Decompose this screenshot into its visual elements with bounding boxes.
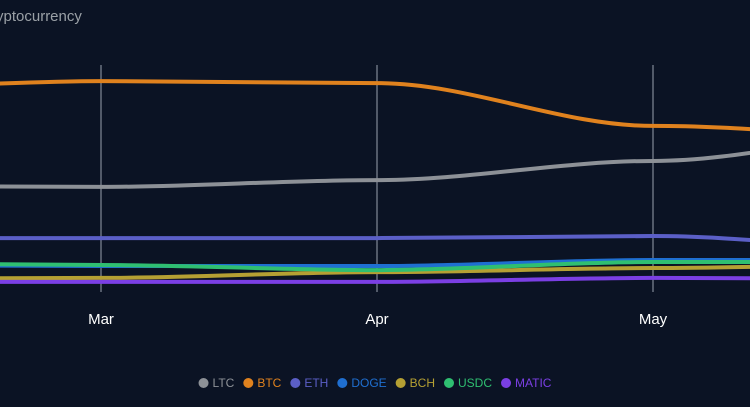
series-line <box>0 234 750 242</box>
x-tick-label: Apr <box>365 311 388 328</box>
legend-marker <box>501 378 512 388</box>
legend-marker <box>444 378 454 388</box>
x-tick-label: Mar <box>88 311 114 328</box>
legend: LTC BTC ETH DOGE BCH USDC MATIC <box>198 376 552 390</box>
legend-marker <box>243 378 254 388</box>
series-line <box>0 150 750 189</box>
legend-marker <box>198 378 209 388</box>
series-line <box>0 260 750 273</box>
series-line <box>0 264 750 281</box>
legend-label: ETH <box>304 376 328 390</box>
legend-marker <box>337 378 348 388</box>
legend-marker <box>290 378 301 388</box>
series-line <box>0 275 750 284</box>
legend-label: BTC <box>257 376 281 390</box>
series-line <box>0 79 750 132</box>
legend-label: DOGE <box>351 376 386 390</box>
legend-label: MATIC <box>515 376 552 390</box>
legend-label: BCH <box>410 376 435 390</box>
x-tick-label: May <box>639 311 668 328</box>
legend-marker <box>395 378 406 388</box>
legend-label: LTC <box>213 376 235 390</box>
legend-label: USDC <box>458 376 492 390</box>
chart-title: yptocurrency <box>0 8 82 25</box>
